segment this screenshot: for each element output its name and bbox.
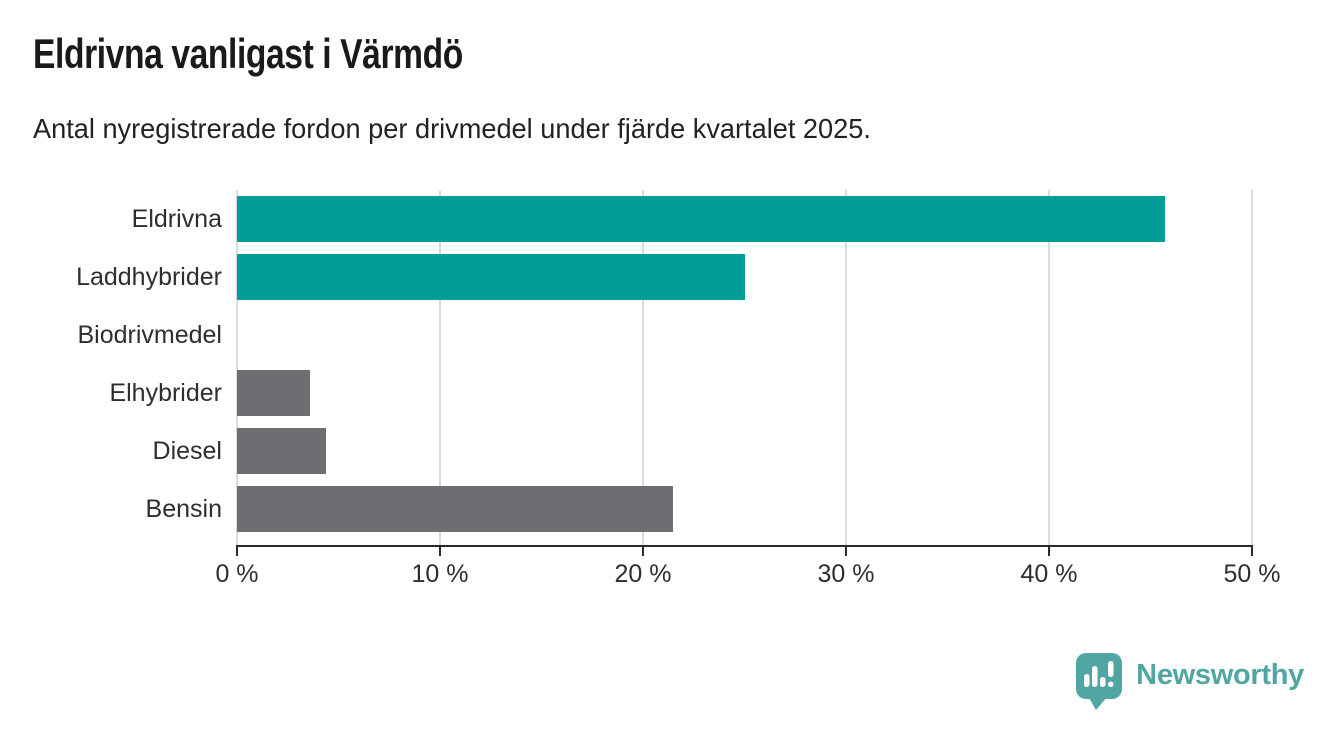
category-label-laddhybrider: Laddhybrider [76,263,222,291]
gridline [1048,190,1050,545]
gridline [642,190,644,545]
x-axis-tick [1251,545,1253,556]
bar-diesel [237,428,327,474]
x-axis-tick-label: 10 % [411,560,469,588]
bar-bensin [237,486,674,532]
newsworthy-logo-icon [1076,653,1123,710]
gridline [845,190,847,545]
newsworthy-logo-text: Newsworthy [1136,659,1304,691]
bar-eldrivna [237,196,1165,242]
category-label-diesel: Diesel [152,437,222,465]
x-axis-tick-label: 50 % [1223,560,1281,588]
category-label-eldrivna: Eldrivna [131,205,222,233]
chart-subtitle: Antal nyregistrerade fordon per drivmede… [33,113,871,144]
x-axis-tick-label: 0 % [215,560,259,588]
x-axis-line [236,545,1253,547]
bar-laddhybrider [237,254,745,300]
x-axis-tick [1048,545,1050,556]
bar-elhybrider [237,370,311,416]
x-axis-tick-label: 30 % [817,560,875,588]
category-label-bensin: Bensin [145,495,222,523]
newsworthy-logo: Newsworthy [1075,652,1304,711]
gridline [236,190,238,545]
gridline [439,190,441,545]
x-axis-tick [845,545,847,556]
x-axis-tick [236,545,238,556]
category-label-biodrivmedel: Biodrivmedel [77,321,222,349]
chart-title: Eldrivna vanligast i Värmdö [33,30,463,77]
plot-area: Eldrivna Laddhybrider Biodrivmedel Elhybrid… [76,190,1280,588]
x-axis-tick-label: 40 % [1020,560,1078,588]
x-axis-tick-label: 20 % [614,560,672,588]
category-label-elhybrider: Elhybrider [109,379,222,407]
x-axis-tick [439,545,441,556]
x-axis-tick [642,545,644,556]
gridline [1251,190,1253,545]
